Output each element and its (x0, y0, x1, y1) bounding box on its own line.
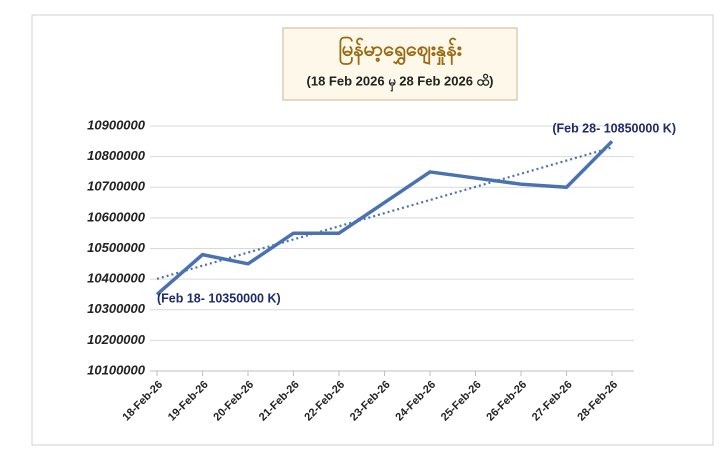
y-tick-label: 10500000 (87, 240, 146, 255)
y-tick-label: 10600000 (87, 209, 146, 224)
chart-subtitle: (18 Feb 2026 မှ 28 Feb 2026 ထိ) (307, 72, 494, 92)
y-tick-label: 10200000 (87, 332, 146, 347)
y-tick-label: 10700000 (87, 179, 146, 194)
title-box (282, 27, 518, 101)
annotation: (Feb 28- 10850000 K) (552, 121, 676, 135)
y-tick-label: 10400000 (87, 271, 146, 286)
annotation: (Feb 18- 10350000 K) (157, 291, 281, 305)
y-tick-label: 10800000 (87, 148, 146, 163)
y-tick-label: 10300000 (87, 301, 146, 316)
y-tick-label: 10100000 (87, 362, 146, 377)
trendline (156, 146, 613, 280)
y-tick-label: 10900000 (87, 117, 146, 132)
data-line (155, 140, 614, 296)
